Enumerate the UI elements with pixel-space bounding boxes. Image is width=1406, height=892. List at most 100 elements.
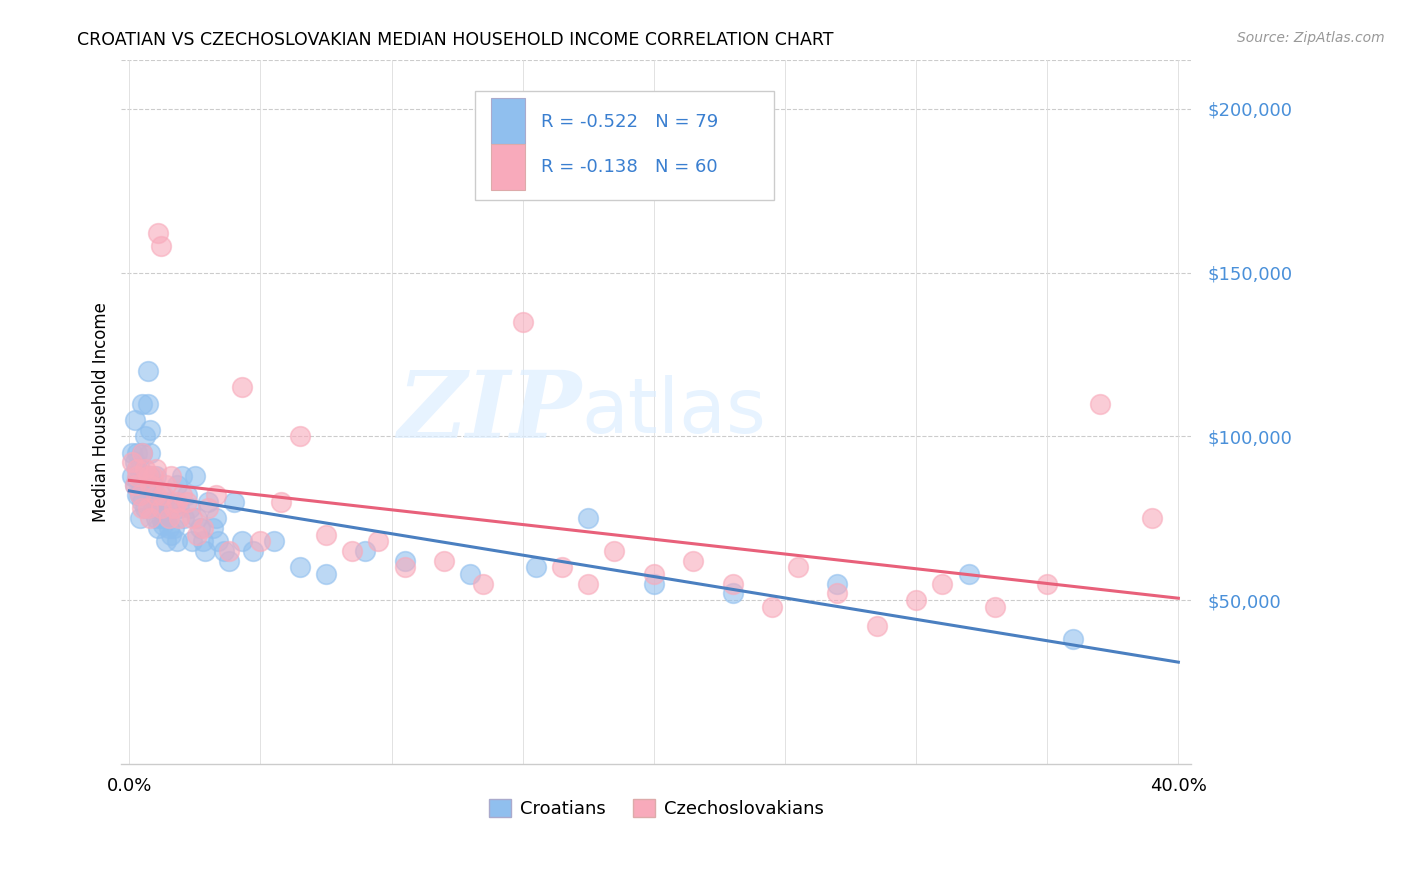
Point	[367, 534, 389, 549]
Point	[761, 599, 783, 614]
Point	[186, 527, 208, 541]
Point	[263, 534, 285, 549]
Point	[181, 534, 204, 549]
Point	[152, 488, 174, 502]
Point	[128, 468, 150, 483]
Point	[176, 495, 198, 509]
FancyBboxPatch shape	[475, 91, 775, 201]
Point	[202, 521, 225, 535]
Point	[188, 521, 211, 535]
Point	[205, 511, 228, 525]
Point	[145, 462, 167, 476]
Point	[166, 495, 188, 509]
Point	[127, 468, 149, 483]
Point	[128, 462, 150, 476]
Text: ZIP: ZIP	[398, 367, 582, 457]
Point	[163, 501, 186, 516]
Point	[134, 501, 156, 516]
Point	[524, 560, 547, 574]
Point	[170, 468, 193, 483]
Point	[342, 544, 364, 558]
Text: Source: ZipAtlas.com: Source: ZipAtlas.com	[1237, 31, 1385, 45]
Point	[131, 468, 153, 483]
Point	[184, 468, 207, 483]
Point	[128, 488, 150, 502]
Point	[231, 380, 253, 394]
Point	[127, 462, 149, 476]
Text: CROATIAN VS CZECHOSLOVAKIAN MEDIAN HOUSEHOLD INCOME CORRELATION CHART: CROATIAN VS CZECHOSLOVAKIAN MEDIAN HOUSE…	[77, 31, 834, 49]
Point	[157, 521, 180, 535]
Point	[136, 396, 159, 410]
Point	[136, 468, 159, 483]
Point	[166, 478, 188, 492]
Point	[472, 576, 495, 591]
Point	[124, 455, 146, 469]
Point	[127, 472, 149, 486]
Point	[134, 468, 156, 483]
Point	[249, 534, 271, 549]
Point	[139, 423, 162, 437]
Point	[1140, 511, 1163, 525]
Point	[127, 488, 149, 502]
Point	[131, 495, 153, 509]
Point	[288, 560, 311, 574]
Point	[145, 488, 167, 502]
Point	[142, 468, 165, 483]
Point	[194, 544, 217, 558]
Point	[197, 501, 219, 516]
Point	[218, 544, 240, 558]
Point	[458, 566, 481, 581]
Point	[128, 488, 150, 502]
Point	[288, 429, 311, 443]
Point	[176, 488, 198, 502]
Point	[181, 511, 204, 525]
Point	[142, 478, 165, 492]
Point	[157, 511, 180, 525]
Point	[121, 468, 143, 483]
Point	[212, 544, 235, 558]
Point	[197, 495, 219, 509]
Point	[179, 501, 201, 516]
Point	[121, 445, 143, 459]
Point	[218, 554, 240, 568]
Point	[315, 566, 337, 581]
Point	[131, 501, 153, 516]
Point	[643, 576, 665, 591]
Point	[827, 576, 849, 591]
Point	[270, 495, 292, 509]
Point	[155, 478, 177, 492]
Point	[142, 501, 165, 516]
Point	[551, 560, 574, 574]
Point	[146, 226, 169, 240]
Point	[1062, 632, 1084, 647]
Legend: Croatians, Czechoslovakians: Croatians, Czechoslovakians	[482, 791, 831, 825]
Point	[136, 501, 159, 516]
Point	[242, 544, 264, 558]
Point	[145, 468, 167, 483]
Point	[721, 586, 744, 600]
Point	[128, 511, 150, 525]
Point	[576, 576, 599, 591]
Point	[167, 511, 190, 525]
Point	[163, 521, 186, 535]
Point	[136, 364, 159, 378]
Point	[433, 554, 456, 568]
Point	[139, 445, 162, 459]
Point	[149, 488, 172, 502]
FancyBboxPatch shape	[491, 145, 524, 190]
Point	[127, 462, 149, 476]
Point	[224, 495, 246, 509]
Point	[134, 429, 156, 443]
Y-axis label: Median Household Income: Median Household Income	[93, 301, 110, 522]
Point	[191, 521, 214, 535]
Text: atlas: atlas	[582, 375, 766, 449]
Point	[167, 501, 190, 516]
Point	[191, 534, 214, 549]
Point	[931, 576, 953, 591]
Point	[1036, 576, 1059, 591]
Point	[131, 396, 153, 410]
Point	[121, 455, 143, 469]
Point	[170, 488, 193, 502]
Point	[354, 544, 377, 558]
Point	[207, 534, 229, 549]
